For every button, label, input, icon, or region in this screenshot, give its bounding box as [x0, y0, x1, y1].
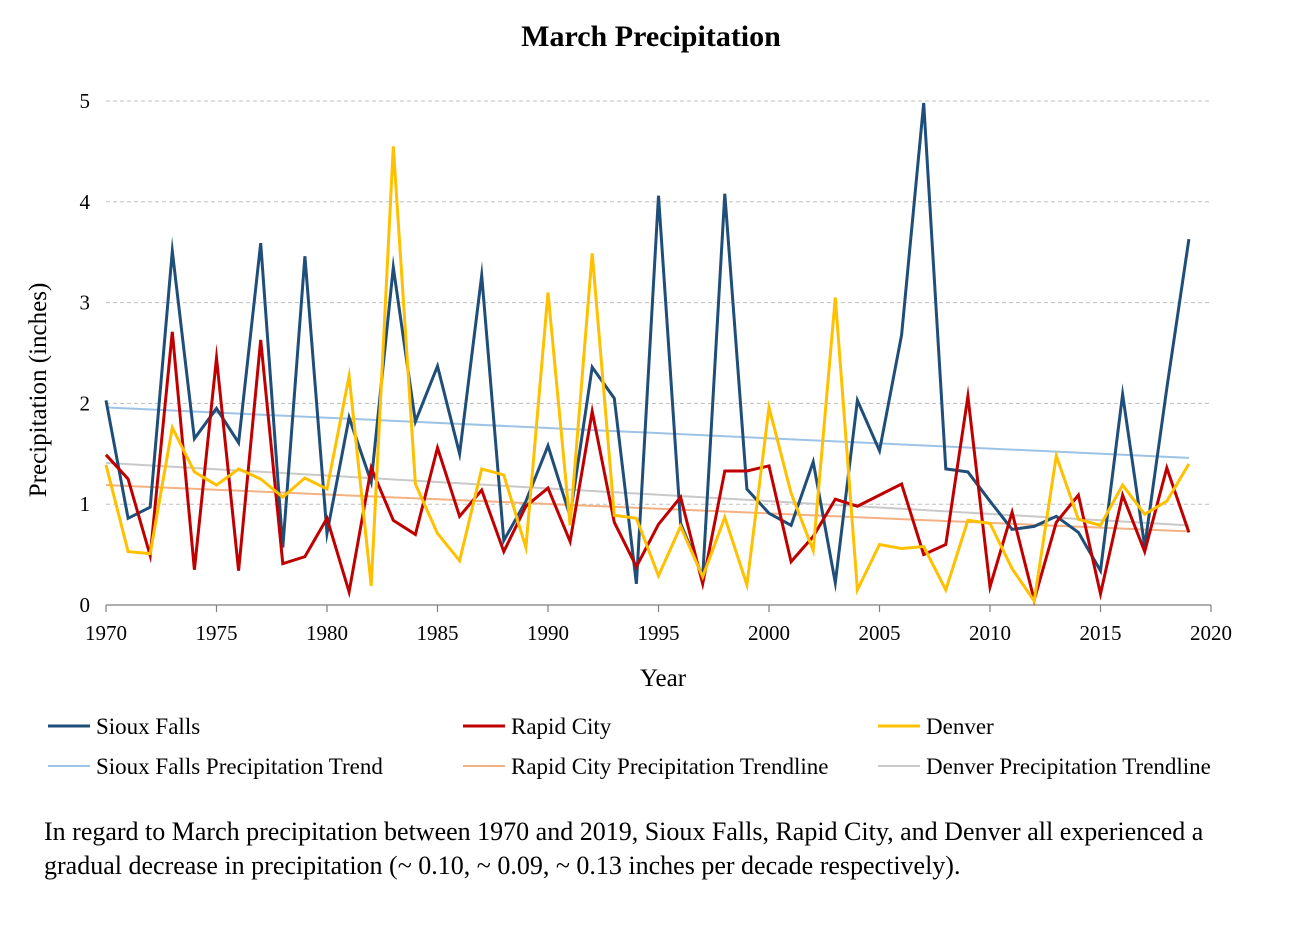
legend-label-denver-precipitation-trendline: Denver Precipitation Trendline [926, 754, 1211, 779]
chart-caption: In regard to March precipitation between… [44, 817, 1204, 880]
legend-label-denver: Denver [926, 714, 994, 739]
x-tick-label-1990: 1990 [527, 621, 569, 645]
grid-lines [106, 100, 1211, 505]
march-precipitation-chart: March Precipitation 0 1 2 3 4 5 1970 1975 1980 19… [25, 20, 1233, 779]
trendline-denver-precipitation-trendline [105, 461, 1189, 527]
y-tick-label-1: 1 [80, 492, 91, 516]
x-tick-label-2010: 2010 [969, 621, 1011, 645]
chart-title: March Precipitation [521, 20, 781, 53]
x-tick-label-2005: 2005 [859, 621, 901, 645]
x-tick-label-2000: 2000 [748, 621, 790, 645]
series-line-sioux-falls [104, 102, 1191, 593]
trendline-sioux-falls-precipitation-trend [105, 406, 1189, 459]
x-tick-label-1995: 1995 [638, 621, 680, 645]
x-tick-label-1985: 1985 [417, 621, 459, 645]
legend-label-sioux-falls: Sioux Falls [96, 714, 200, 739]
legend-label-sioux-falls-precipitation-trend: Sioux Falls Precipitation Trend [96, 754, 383, 779]
series-line-denver [104, 146, 1191, 605]
tick-labels: 0 1 2 3 4 5 1970 1975 1980 1985 1990 1995 2000 2005 20… [80, 89, 1233, 645]
x-tick-label-1975: 1975 [196, 621, 238, 645]
data-series [104, 102, 1191, 606]
legend: Sioux Falls Rapid City Denver Sioux Falls P… [48, 714, 1211, 779]
x-tick-label-1970: 1970 [85, 621, 127, 645]
x-axis-title: Year [640, 665, 687, 692]
y-tick-label-4: 4 [80, 190, 91, 214]
x-tick-label-2020: 2020 [1190, 621, 1232, 645]
y-tick-label-2: 2 [80, 391, 91, 415]
legend-label-rapid-city: Rapid City [511, 714, 612, 739]
x-tick-label-2015: 2015 [1080, 621, 1122, 645]
y-axis-title: Precipitation (inches) [25, 283, 52, 498]
x-tick-label-1980: 1980 [306, 621, 348, 645]
y-tick-label-3: 3 [80, 291, 91, 315]
y-tick-label-5: 5 [80, 89, 91, 113]
trendline-rapid-city-precipitation-trendline [105, 484, 1189, 533]
y-tick-label-0: 0 [80, 593, 91, 617]
axes [105, 604, 1212, 612]
legend-label-rapid-city-precipitation-trendline: Rapid City Precipitation Trendline [511, 754, 829, 779]
